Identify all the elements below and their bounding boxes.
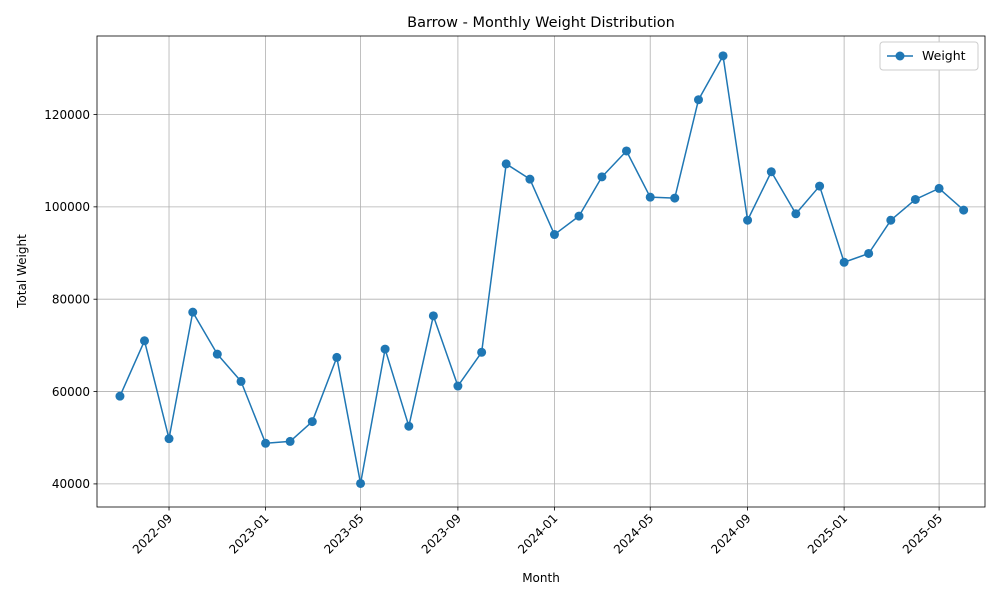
data-point [766, 167, 776, 177]
y-tick-label: 40000 [52, 477, 90, 491]
data-point [332, 352, 342, 362]
data-point [501, 159, 511, 169]
data-point [693, 95, 703, 105]
data-point [959, 205, 969, 215]
data-point [815, 181, 825, 191]
chart-title: Barrow - Monthly Weight Distribution [407, 15, 675, 31]
data-point [261, 438, 271, 448]
data-point [864, 248, 874, 258]
legend-label-weight: Weight [922, 48, 966, 63]
x-axis-label: Month [522, 571, 560, 585]
data-point [428, 311, 438, 321]
plot-frame [96, 35, 986, 508]
legend-box [879, 41, 979, 71]
data-point [453, 381, 463, 391]
data-point [597, 172, 607, 182]
data-point [356, 478, 366, 488]
data-point [307, 417, 317, 427]
data-point [380, 344, 390, 354]
data-point [549, 230, 559, 240]
data-point [670, 193, 680, 203]
data-point [910, 194, 920, 204]
data-point [574, 211, 584, 221]
data-point [839, 257, 849, 267]
data-point [621, 146, 631, 156]
data-point [285, 436, 295, 446]
y-axis-label: Total Weight [15, 234, 29, 309]
data-point [188, 307, 198, 317]
y-tick-label: 60000 [52, 385, 90, 399]
legend: Weight [879, 41, 979, 71]
data-point [236, 376, 246, 386]
y-axis-ticks: 40000 60000 80000 100000 120000 [44, 108, 97, 491]
data-point [645, 192, 655, 202]
data-point [934, 183, 944, 193]
data-point [791, 209, 801, 219]
data-point [212, 349, 222, 359]
data-point [164, 434, 174, 444]
series-layer [115, 51, 969, 488]
data-point [139, 336, 149, 346]
data-point [477, 347, 487, 357]
legend-marker-swatch [895, 51, 905, 61]
data-point [404, 421, 414, 431]
data-point [115, 391, 125, 401]
data-point [743, 215, 753, 225]
data-point [886, 215, 896, 225]
y-tick-label: 100000 [44, 200, 90, 214]
y-tick-label: 120000 [44, 108, 90, 122]
series-line-weight [119, 55, 965, 485]
data-point [525, 174, 535, 184]
data-point [718, 51, 728, 61]
y-tick-label: 80000 [52, 293, 90, 307]
